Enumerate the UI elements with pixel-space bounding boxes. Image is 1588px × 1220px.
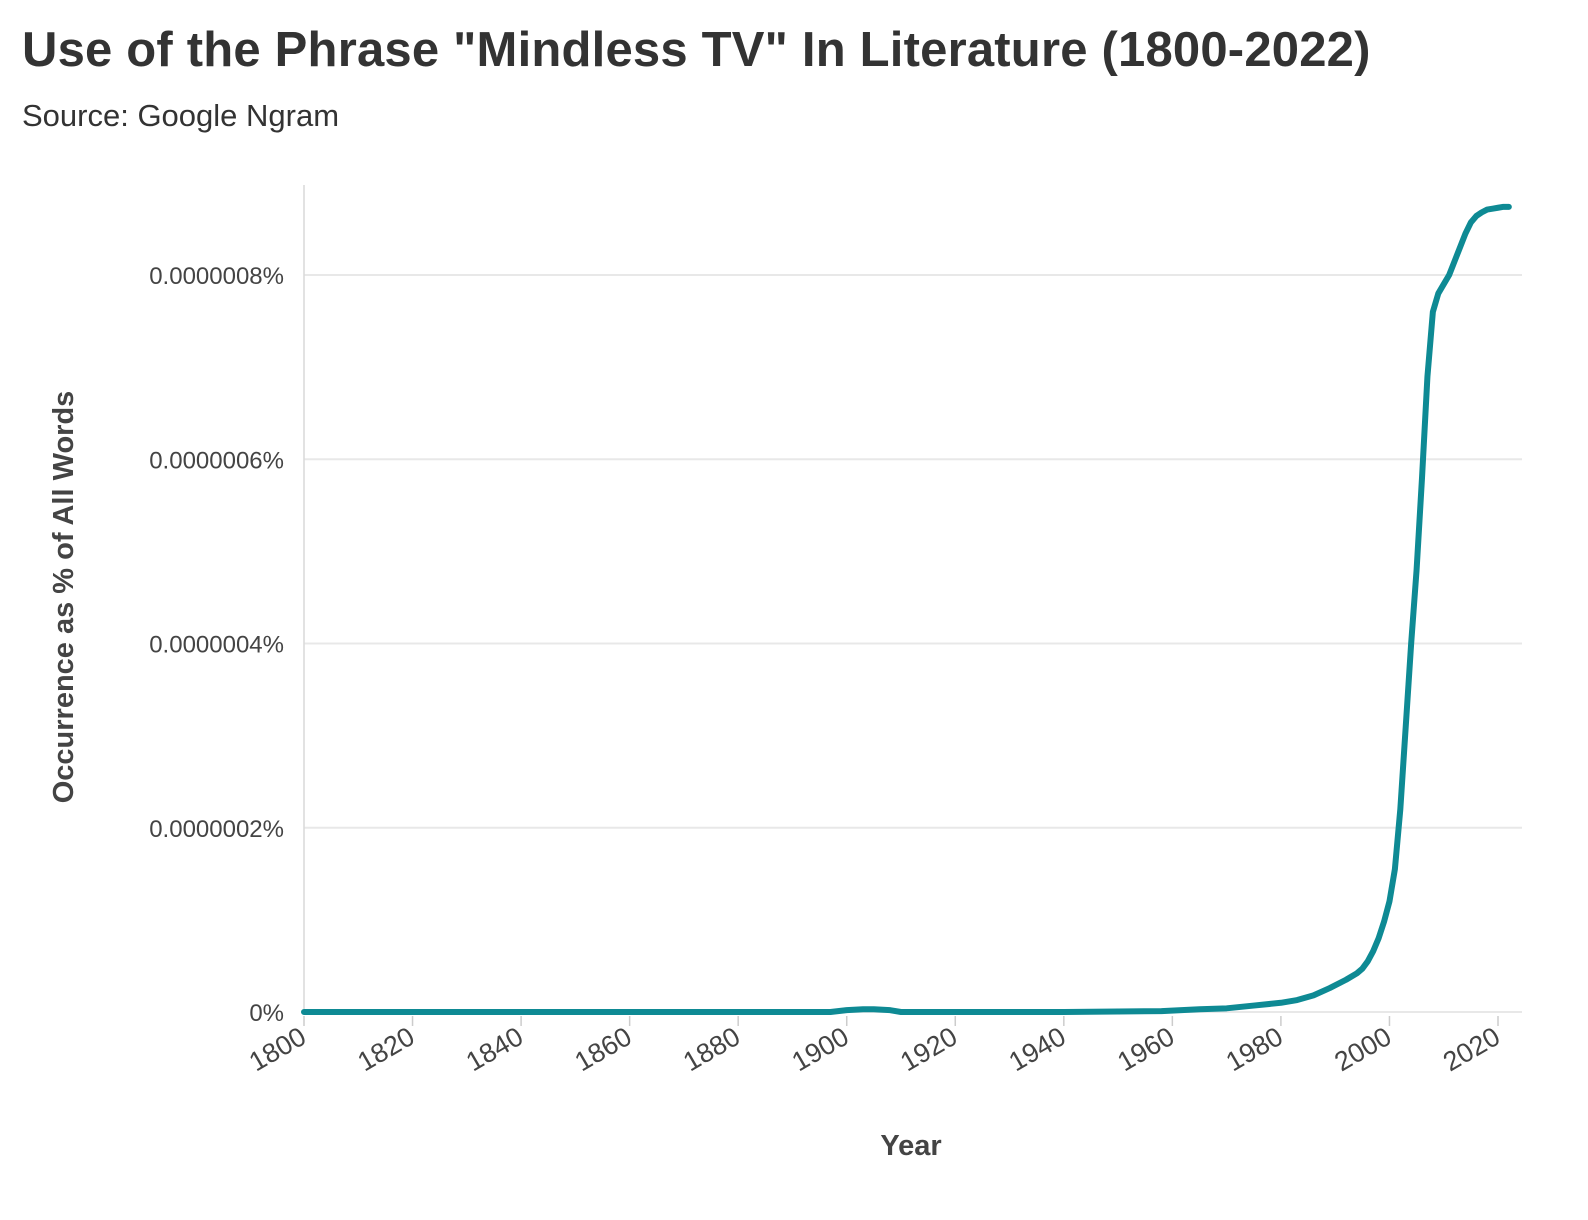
x-axis-title: Year	[880, 1130, 941, 1162]
x-axis-ticks: 1800 1820 1840 1860 1880 1900 1920 1940 1960 1980…	[244, 1016, 1505, 1077]
x-tick-label: 1840	[461, 1021, 528, 1077]
series-line	[301, 203, 1512, 1015]
x-tick-label: 1980	[1221, 1021, 1288, 1077]
x-tick-label: 1800	[244, 1021, 311, 1077]
x-tick-label: 1900	[787, 1021, 854, 1077]
x-tick-label: 1940	[1004, 1021, 1071, 1077]
x-tick-label: 2000	[1329, 1021, 1396, 1077]
x-tick-label: 2020	[1438, 1021, 1505, 1077]
y-axis-title: Occurrence as % of All Words	[48, 391, 80, 804]
grid-lines	[304, 274, 1522, 1013]
x-tick-label: 1960	[1112, 1021, 1179, 1077]
series-layer	[301, 203, 1512, 1015]
x-tick-label: 1820	[353, 1021, 420, 1077]
y-tick-label: 0%	[249, 1000, 284, 1027]
x-tick-label: 1920	[895, 1021, 962, 1077]
y-tick-label: 0.0000002%	[149, 816, 284, 843]
y-tick-label: 0.0000004%	[149, 632, 284, 659]
y-tick-label: 0.0000006%	[149, 447, 284, 474]
y-axis-ticks: 0% 0.0000002% 0.0000004% 0.0000006% 0.000000…	[149, 263, 284, 1027]
x-tick-label: 1860	[570, 1021, 637, 1077]
x-tick-label: 1880	[678, 1021, 745, 1077]
chart-title: Use of the Phrase "Mindless TV" In Liter…	[22, 23, 1371, 77]
y-tick-label: 0.0000008%	[149, 263, 284, 290]
chart-subtitle: Source: Google Ngram	[22, 98, 340, 133]
